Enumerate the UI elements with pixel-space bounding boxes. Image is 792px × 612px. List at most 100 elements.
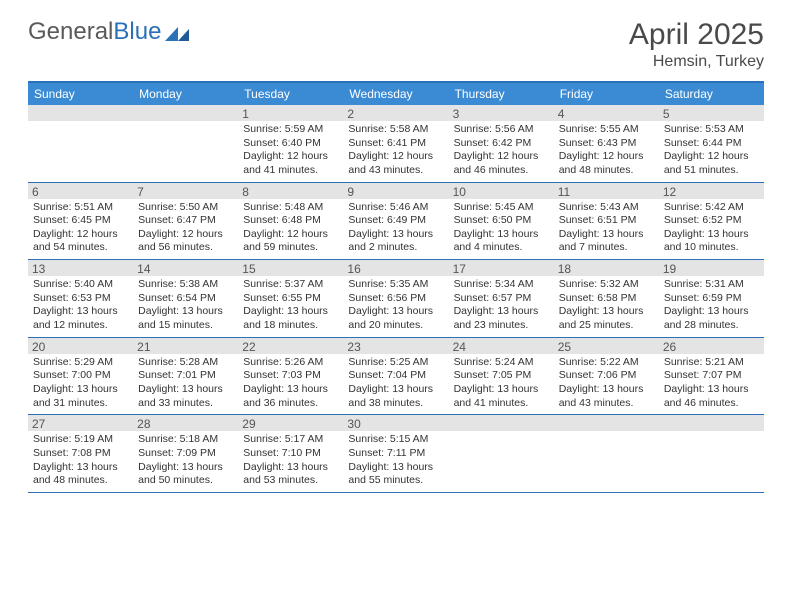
day-info: Sunrise: 5:21 AMSunset: 7:07 PMDaylight:…: [664, 356, 759, 411]
sunrise-line: Sunrise: 5:28 AM: [138, 356, 233, 370]
sunset-line: Sunset: 7:03 PM: [243, 369, 338, 383]
sunrise-line: Sunrise: 5:51 AM: [33, 201, 128, 215]
day-info: Sunrise: 5:34 AMSunset: 6:57 PMDaylight:…: [454, 278, 549, 333]
day-cell: 15Sunrise: 5:37 AMSunset: 6:55 PMDayligh…: [238, 260, 343, 337]
sunset-line: Sunset: 6:49 PM: [348, 214, 443, 228]
date-number: 25: [554, 338, 659, 354]
day-info: Sunrise: 5:35 AMSunset: 6:56 PMDaylight:…: [348, 278, 443, 333]
daylight-line: Daylight: 13 hours and 15 minutes.: [138, 305, 233, 332]
month-title: April 2025: [629, 18, 764, 51]
day-info: Sunrise: 5:17 AMSunset: 7:10 PMDaylight:…: [243, 433, 338, 488]
sunset-line: Sunset: 7:04 PM: [348, 369, 443, 383]
day-cell: 16Sunrise: 5:35 AMSunset: 6:56 PMDayligh…: [343, 260, 448, 337]
daylight-line: Daylight: 13 hours and 23 minutes.: [454, 305, 549, 332]
sunset-line: Sunset: 7:09 PM: [138, 447, 233, 461]
date-number: 30: [343, 415, 448, 431]
date-number: 21: [133, 338, 238, 354]
sunset-line: Sunset: 7:06 PM: [559, 369, 654, 383]
sunset-line: Sunset: 6:58 PM: [559, 292, 654, 306]
day-cell: 18Sunrise: 5:32 AMSunset: 6:58 PMDayligh…: [554, 260, 659, 337]
logo-part2: Blue: [113, 18, 161, 46]
sunrise-line: Sunrise: 5:40 AM: [33, 278, 128, 292]
sunrise-line: Sunrise: 5:18 AM: [138, 433, 233, 447]
daylight-line: Daylight: 13 hours and 25 minutes.: [559, 305, 654, 332]
sunset-line: Sunset: 6:44 PM: [664, 137, 759, 151]
sunset-line: Sunset: 7:10 PM: [243, 447, 338, 461]
day-info: Sunrise: 5:43 AMSunset: 6:51 PMDaylight:…: [559, 201, 654, 256]
day-info: Sunrise: 5:29 AMSunset: 7:00 PMDaylight:…: [33, 356, 128, 411]
day-info: Sunrise: 5:58 AMSunset: 6:41 PMDaylight:…: [348, 123, 443, 178]
sunset-line: Sunset: 6:42 PM: [454, 137, 549, 151]
calendar-page: GeneralBlue April 2025 Hemsin, Turkey Su…: [0, 0, 792, 511]
daylight-line: Daylight: 13 hours and 46 minutes.: [664, 383, 759, 410]
day-info: Sunrise: 5:59 AMSunset: 6:40 PMDaylight:…: [243, 123, 338, 178]
dow-header: Monday: [133, 83, 238, 105]
daylight-line: Daylight: 13 hours and 7 minutes.: [559, 228, 654, 255]
week-row: 6Sunrise: 5:51 AMSunset: 6:45 PMDaylight…: [28, 183, 764, 261]
day-cell: 14Sunrise: 5:38 AMSunset: 6:54 PMDayligh…: [133, 260, 238, 337]
sunrise-line: Sunrise: 5:59 AM: [243, 123, 338, 137]
daylight-line: Daylight: 13 hours and 43 minutes.: [559, 383, 654, 410]
sunrise-line: Sunrise: 5:55 AM: [559, 123, 654, 137]
daylight-line: Daylight: 12 hours and 46 minutes.: [454, 150, 549, 177]
title-block: April 2025 Hemsin, Turkey: [629, 18, 764, 71]
day-cell: 23Sunrise: 5:25 AMSunset: 7:04 PMDayligh…: [343, 338, 448, 415]
day-info: Sunrise: 5:26 AMSunset: 7:03 PMDaylight:…: [243, 356, 338, 411]
sunset-line: Sunset: 6:59 PM: [664, 292, 759, 306]
day-info: Sunrise: 5:48 AMSunset: 6:48 PMDaylight:…: [243, 201, 338, 256]
sunrise-line: Sunrise: 5:37 AM: [243, 278, 338, 292]
day-cell: 30Sunrise: 5:15 AMSunset: 7:11 PMDayligh…: [343, 415, 448, 492]
sunset-line: Sunset: 6:51 PM: [559, 214, 654, 228]
day-cell: 5Sunrise: 5:53 AMSunset: 6:44 PMDaylight…: [659, 105, 764, 182]
daylight-line: Daylight: 13 hours and 36 minutes.: [243, 383, 338, 410]
day-cell: 29 Sunrise: 5:17 AMSunset: 7:10 PMDayligh…: [238, 415, 343, 492]
day-cell: [133, 105, 238, 182]
date-number: 10: [449, 183, 554, 199]
day-cell: 21Sunrise: 5:28 AMSunset: 7:01 PMDayligh…: [133, 338, 238, 415]
sunset-line: Sunset: 6:55 PM: [243, 292, 338, 306]
day-info: Sunrise: 5:40 AMSunset: 6:53 PMDaylight:…: [33, 278, 128, 333]
sunrise-line: Sunrise: 5:17 AM: [243, 433, 338, 447]
date-number: 11: [554, 183, 659, 199]
daylight-line: Daylight: 13 hours and 10 minutes.: [664, 228, 759, 255]
sunset-line: Sunset: 7:08 PM: [33, 447, 128, 461]
day-info: Sunrise: 5:22 AMSunset: 7:06 PMDaylight:…: [559, 356, 654, 411]
sunrise-line: Sunrise: 5:45 AM: [454, 201, 549, 215]
sunrise-line: Sunrise: 5:22 AM: [559, 356, 654, 370]
week-row: 13Sunrise: 5:40 AMSunset: 6:53 PMDayligh…: [28, 260, 764, 338]
daylight-line: Daylight: 13 hours and 48 minutes.: [33, 461, 128, 488]
day-info: Sunrise: 5:37 AMSunset: 6:55 PMDaylight:…: [243, 278, 338, 333]
daylight-line: Daylight: 13 hours and 12 minutes.: [33, 305, 128, 332]
date-number: [659, 415, 764, 431]
daylight-line: Daylight: 13 hours and 31 minutes.: [33, 383, 128, 410]
day-info: Sunrise: 5:42 AMSunset: 6:52 PMDaylight:…: [664, 201, 759, 256]
day-cell: 4Sunrise: 5:55 AMSunset: 6:43 PMDaylight…: [554, 105, 659, 182]
date-number: 27: [28, 415, 133, 431]
sunrise-line: Sunrise: 5:24 AM: [454, 356, 549, 370]
daylight-line: Daylight: 13 hours and 38 minutes.: [348, 383, 443, 410]
location: Hemsin, Turkey: [629, 53, 764, 71]
day-info: Sunrise: 5:56 AMSunset: 6:42 PMDaylight:…: [454, 123, 549, 178]
daylight-line: Daylight: 12 hours and 51 minutes.: [664, 150, 759, 177]
day-cell: 22Sunrise: 5:26 AMSunset: 7:03 PMDayligh…: [238, 338, 343, 415]
date-number: 26: [659, 338, 764, 354]
day-cell: 6Sunrise: 5:51 AMSunset: 6:45 PMDaylight…: [28, 183, 133, 260]
sunrise-line: Sunrise: 5:38 AM: [138, 278, 233, 292]
daylight-line: Daylight: 13 hours and 2 minutes.: [348, 228, 443, 255]
day-cell: 11 Sunrise: 5:43 AMSunset: 6:51 PMDayligh…: [554, 183, 659, 260]
dow-header: Wednesday: [343, 83, 448, 105]
date-number: [133, 105, 238, 121]
day-cell: 8Sunrise: 5:48 AMSunset: 6:48 PMDaylight…: [238, 183, 343, 260]
date-number: 5: [659, 105, 764, 121]
date-number: 4: [554, 105, 659, 121]
date-number: 29: [238, 415, 343, 431]
date-number: [449, 415, 554, 431]
sunrise-line: Sunrise: 5:50 AM: [138, 201, 233, 215]
date-number: 2: [343, 105, 448, 121]
day-info: Sunrise: 5:45 AMSunset: 6:50 PMDaylight:…: [454, 201, 549, 256]
date-number: 14: [133, 260, 238, 276]
daylight-line: Daylight: 13 hours and 55 minutes.: [348, 461, 443, 488]
calendar: SundayMondayTuesdayWednesdayThursdayFrid…: [28, 81, 764, 493]
day-cell: 28Sunrise: 5:18 AMSunset: 7:09 PMDayligh…: [133, 415, 238, 492]
sunset-line: Sunset: 6:47 PM: [138, 214, 233, 228]
